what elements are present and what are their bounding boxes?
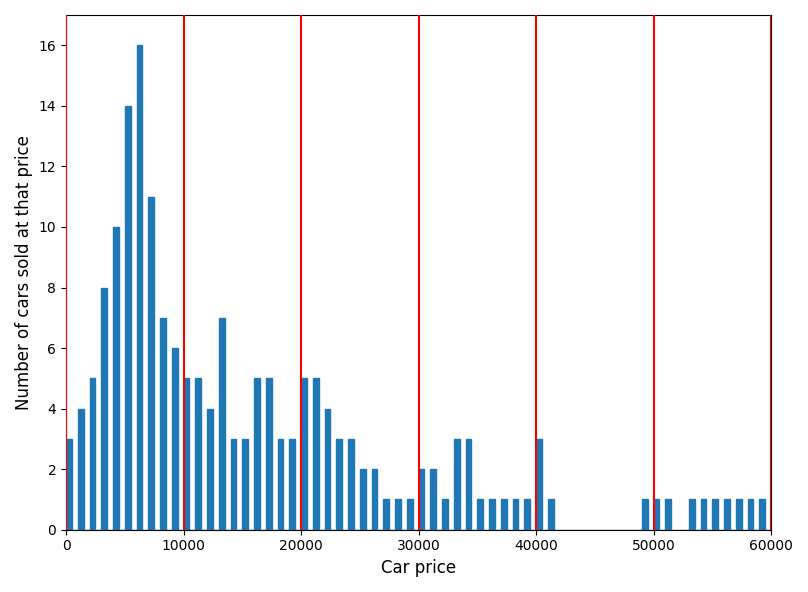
Bar: [219, 318, 225, 530]
Bar: [372, 469, 377, 530]
Bar: [736, 500, 742, 530]
Bar: [101, 288, 107, 530]
Bar: [465, 439, 471, 530]
Bar: [242, 439, 248, 530]
Bar: [688, 500, 695, 530]
X-axis label: Car price: Car price: [381, 559, 456, 577]
Bar: [207, 408, 213, 530]
Bar: [489, 500, 495, 530]
Bar: [230, 439, 237, 530]
Bar: [665, 500, 671, 530]
Bar: [747, 500, 753, 530]
Bar: [348, 439, 354, 530]
Bar: [431, 469, 436, 530]
Bar: [313, 378, 318, 530]
Bar: [113, 227, 119, 530]
Bar: [289, 439, 295, 530]
Bar: [724, 500, 730, 530]
Bar: [548, 500, 553, 530]
Bar: [301, 378, 307, 530]
Bar: [701, 500, 706, 530]
Bar: [406, 500, 413, 530]
Bar: [149, 197, 154, 530]
Bar: [713, 500, 718, 530]
Bar: [254, 378, 260, 530]
Bar: [642, 500, 648, 530]
Bar: [536, 439, 542, 530]
Bar: [160, 318, 166, 530]
Bar: [172, 348, 178, 530]
Bar: [90, 378, 95, 530]
Bar: [78, 408, 84, 530]
Bar: [478, 500, 483, 530]
Bar: [501, 500, 507, 530]
Bar: [196, 378, 201, 530]
Bar: [395, 500, 401, 530]
Bar: [524, 500, 530, 530]
Bar: [512, 500, 519, 530]
Bar: [183, 378, 189, 530]
Bar: [66, 439, 72, 530]
Bar: [454, 439, 460, 530]
Y-axis label: Number of cars sold at that price: Number of cars sold at that price: [15, 135, 33, 410]
Bar: [124, 106, 131, 530]
Bar: [442, 500, 448, 530]
Bar: [360, 469, 366, 530]
Bar: [654, 500, 659, 530]
Bar: [336, 439, 342, 530]
Bar: [137, 45, 142, 530]
Bar: [760, 500, 765, 530]
Bar: [419, 469, 424, 530]
Bar: [325, 408, 330, 530]
Bar: [277, 439, 284, 530]
Bar: [383, 500, 389, 530]
Bar: [266, 378, 271, 530]
